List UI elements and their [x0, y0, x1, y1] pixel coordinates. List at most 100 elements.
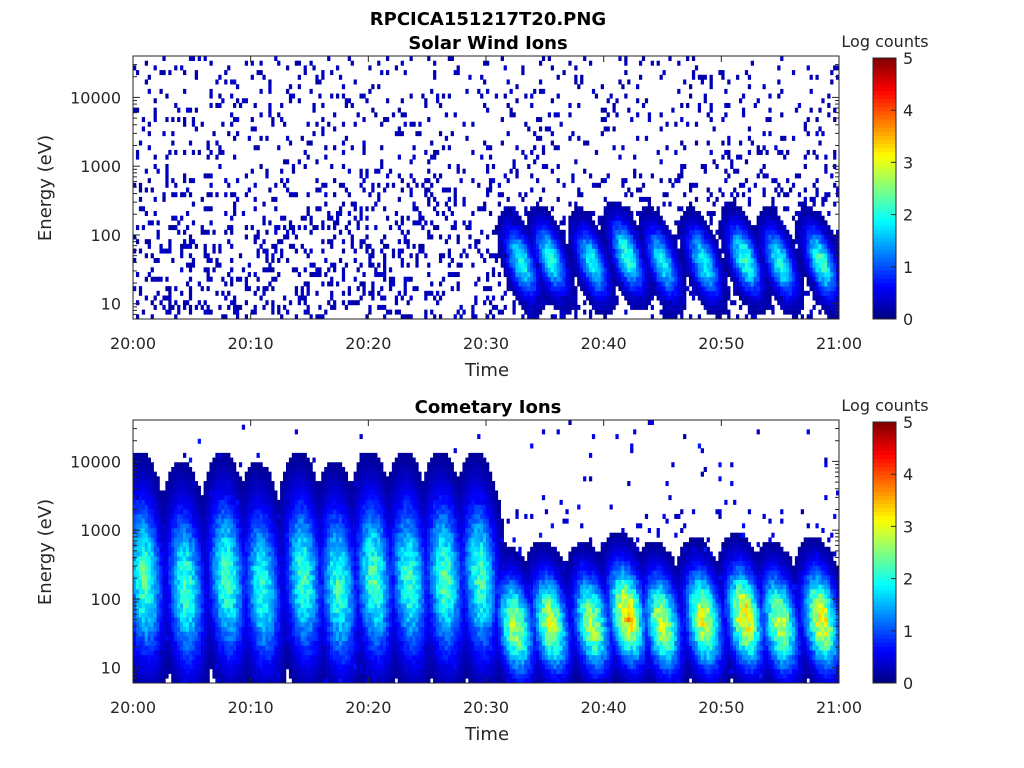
- heatmap-cell: [609, 309, 613, 315]
- heatmap-cell: [571, 229, 575, 235]
- heatmap-cell: [171, 546, 175, 552]
- heatmap-cell: [686, 248, 690, 254]
- heatmap-cell: [177, 607, 181, 613]
- heatmap-cell: [577, 210, 581, 216]
- heatmap-cell: [762, 253, 766, 259]
- heatmap-cell: [718, 272, 722, 278]
- heatmap-cell: [556, 267, 560, 273]
- heatmap-cell: [694, 196, 699, 202]
- heatmap-cell: [527, 215, 531, 221]
- heatmap-cell: [733, 272, 737, 278]
- heatmap-cell: [183, 532, 187, 538]
- heatmap-cell: [653, 229, 657, 235]
- heatmap-cell: [721, 225, 725, 231]
- heatmap-cell: [688, 206, 693, 212]
- heatmap-cell: [133, 523, 137, 529]
- heatmap-cell: [380, 164, 384, 170]
- heatmap-cell: [744, 272, 749, 278]
- heatmap-cell: [162, 645, 166, 651]
- heatmap-cell: [768, 248, 772, 254]
- heatmap-cell: [521, 243, 525, 249]
- heatmap-cell: [530, 281, 534, 287]
- heatmap-cell: [580, 206, 584, 212]
- heatmap-cell: [806, 117, 810, 123]
- heatmap-cell: [409, 93, 413, 99]
- heatmap-cell: [135, 673, 140, 679]
- heatmap-cell: [733, 206, 737, 212]
- heatmap-cell: [453, 112, 457, 118]
- heatmap-cell: [788, 187, 793, 193]
- heatmap-cell: [606, 286, 610, 292]
- heatmap-cell: [727, 253, 731, 259]
- heatmap-cell: [615, 272, 619, 278]
- heatmap-cell: [786, 300, 790, 306]
- heatmap-cell: [491, 267, 496, 273]
- colorbar-segment: [873, 217, 896, 222]
- heatmap-cell: [509, 253, 513, 259]
- heatmap-cell: [656, 215, 660, 221]
- heatmap-cell: [553, 314, 557, 320]
- heatmap-cell: [556, 253, 560, 259]
- heatmap-cell: [235, 196, 240, 202]
- heatmap-cell: [671, 276, 675, 282]
- heatmap-cell: [741, 192, 746, 198]
- heatmap-cell: [503, 257, 507, 263]
- heatmap-cell: [135, 471, 140, 477]
- heatmap-cell: [621, 206, 625, 212]
- heatmap-cell: [162, 612, 166, 618]
- heatmap-cell: [797, 262, 802, 268]
- heatmap-cell: [791, 286, 796, 292]
- heatmap-cell: [697, 295, 702, 301]
- heatmap-cell: [159, 598, 163, 604]
- heatmap-cell: [521, 290, 525, 296]
- heatmap-cell: [597, 239, 602, 245]
- heatmap-cell: [824, 309, 828, 315]
- heatmap-cell: [515, 229, 519, 235]
- heatmap-cell: [659, 295, 663, 301]
- heatmap-cell: [536, 154, 540, 160]
- heatmap-cell: [509, 286, 513, 292]
- heatmap-cell: [174, 574, 178, 580]
- heatmap-cell: [553, 295, 557, 301]
- heatmap-cell: [259, 88, 263, 94]
- heatmap-cell: [515, 210, 519, 216]
- heatmap-cell: [756, 257, 760, 263]
- heatmap-cell: [144, 457, 149, 463]
- heatmap-cell: [747, 304, 752, 310]
- heatmap-cell: [133, 589, 137, 595]
- heatmap-cell: [606, 210, 610, 216]
- heatmap-cell: [359, 239, 363, 245]
- heatmap-cell: [827, 286, 831, 292]
- heatmap-cell: [583, 300, 587, 306]
- heatmap-cell: [524, 300, 528, 306]
- heatmap-cell: [135, 579, 140, 585]
- heatmap-cell: [500, 234, 504, 240]
- heatmap-cell: [683, 234, 687, 240]
- heatmap-cell: [497, 215, 502, 221]
- heatmap-cell: [468, 243, 472, 249]
- heatmap-cell: [409, 295, 413, 301]
- heatmap-cell: [715, 309, 719, 315]
- heatmap-cell: [833, 304, 837, 310]
- heatmap-cell: [547, 126, 552, 132]
- heatmap-cell: [747, 126, 752, 132]
- heatmap-cell: [818, 126, 822, 132]
- heatmap-cell: [150, 495, 154, 501]
- heatmap-cell: [306, 206, 310, 212]
- heatmap-cell: [483, 286, 487, 292]
- heatmap-cell: [550, 239, 554, 245]
- heatmap-cell: [347, 56, 351, 61]
- heatmap-cell: [156, 603, 160, 609]
- heatmap-cell: [827, 290, 831, 296]
- heatmap-cell: [333, 145, 337, 151]
- heatmap-cell: [624, 70, 628, 76]
- heatmap-cell: [586, 210, 590, 216]
- heatmap-cell: [318, 187, 322, 193]
- heatmap-cell: [253, 102, 257, 108]
- heatmap-cell: [171, 504, 175, 510]
- heatmap-cell: [144, 476, 149, 482]
- heatmap-cell: [162, 495, 166, 501]
- x-tick-label: 20:40: [581, 334, 627, 353]
- heatmap-cell: [174, 523, 178, 529]
- heatmap-cell: [694, 215, 699, 221]
